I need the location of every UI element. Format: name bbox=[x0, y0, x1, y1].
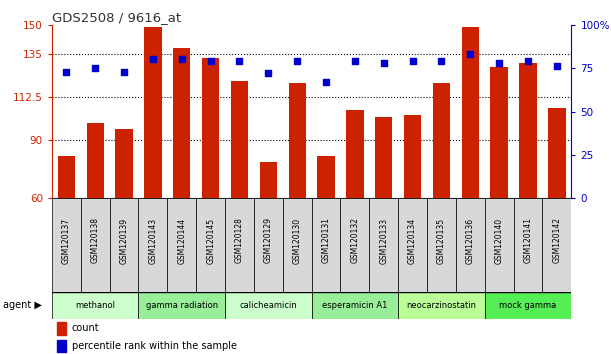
Point bbox=[177, 57, 187, 62]
Text: mock gamma: mock gamma bbox=[499, 301, 557, 310]
Text: GSM120140: GSM120140 bbox=[495, 217, 503, 263]
Point bbox=[263, 70, 273, 76]
Bar bbox=[254, 198, 283, 292]
Bar bbox=[485, 198, 514, 292]
Bar bbox=[109, 198, 139, 292]
Text: methanol: methanol bbox=[75, 301, 115, 310]
Point bbox=[494, 60, 504, 66]
Text: agent ▶: agent ▶ bbox=[3, 300, 42, 310]
Bar bbox=[202, 58, 219, 198]
Point bbox=[350, 58, 360, 64]
Bar bbox=[346, 110, 364, 198]
Text: esperamicin A1: esperamicin A1 bbox=[322, 301, 387, 310]
Bar bbox=[260, 162, 277, 198]
Bar bbox=[225, 292, 312, 319]
Point bbox=[523, 58, 533, 64]
Point bbox=[321, 79, 331, 85]
Text: GSM120137: GSM120137 bbox=[62, 217, 71, 263]
Text: percentile rank within the sample: percentile rank within the sample bbox=[71, 341, 236, 351]
Point bbox=[90, 65, 100, 71]
Bar bbox=[491, 67, 508, 198]
Bar bbox=[369, 198, 398, 292]
Point bbox=[206, 58, 216, 64]
Bar bbox=[485, 292, 571, 319]
Point bbox=[62, 69, 71, 74]
Bar bbox=[514, 198, 543, 292]
Bar bbox=[288, 82, 306, 198]
Bar bbox=[543, 198, 571, 292]
Text: gamma radiation: gamma radiation bbox=[145, 301, 218, 310]
Bar bbox=[231, 81, 248, 198]
Point bbox=[552, 64, 562, 69]
Bar bbox=[456, 198, 485, 292]
Text: GDS2508 / 9616_at: GDS2508 / 9616_at bbox=[52, 11, 181, 24]
Text: GSM120132: GSM120132 bbox=[350, 217, 359, 263]
Text: GSM120133: GSM120133 bbox=[379, 217, 388, 263]
Bar bbox=[87, 123, 104, 198]
Point bbox=[466, 51, 475, 57]
Bar bbox=[462, 27, 479, 198]
Point bbox=[408, 58, 417, 64]
Text: count: count bbox=[71, 323, 100, 333]
Text: GSM120145: GSM120145 bbox=[206, 217, 215, 263]
Bar bbox=[404, 115, 421, 198]
Bar bbox=[312, 292, 398, 319]
Bar bbox=[57, 322, 67, 335]
Text: calicheamicin: calicheamicin bbox=[240, 301, 297, 310]
Text: GSM120131: GSM120131 bbox=[321, 217, 331, 263]
Text: GSM120135: GSM120135 bbox=[437, 217, 446, 263]
Text: GSM120139: GSM120139 bbox=[120, 217, 128, 263]
Bar bbox=[57, 340, 67, 352]
Text: neocarzinostatin: neocarzinostatin bbox=[406, 301, 477, 310]
Point bbox=[292, 58, 302, 64]
Bar bbox=[519, 63, 536, 198]
Bar bbox=[340, 198, 369, 292]
Bar bbox=[144, 27, 161, 198]
Bar bbox=[167, 198, 196, 292]
Bar bbox=[283, 198, 312, 292]
Bar bbox=[317, 156, 335, 198]
Bar bbox=[312, 198, 340, 292]
Bar bbox=[115, 129, 133, 198]
Bar bbox=[196, 198, 225, 292]
Bar bbox=[81, 198, 109, 292]
Bar bbox=[52, 292, 139, 319]
Text: GSM120134: GSM120134 bbox=[408, 217, 417, 263]
Text: GSM120128: GSM120128 bbox=[235, 217, 244, 263]
Text: GSM120130: GSM120130 bbox=[293, 217, 302, 263]
Text: GSM120129: GSM120129 bbox=[264, 217, 273, 263]
Bar bbox=[427, 198, 456, 292]
Bar bbox=[57, 156, 75, 198]
Point bbox=[437, 58, 447, 64]
Text: GSM120136: GSM120136 bbox=[466, 217, 475, 263]
Text: GSM120143: GSM120143 bbox=[148, 217, 158, 263]
Point bbox=[235, 58, 244, 64]
Bar bbox=[398, 292, 485, 319]
Bar bbox=[398, 198, 427, 292]
Bar bbox=[52, 198, 81, 292]
Bar bbox=[139, 198, 167, 292]
Point bbox=[379, 60, 389, 66]
Text: GSM120144: GSM120144 bbox=[177, 217, 186, 263]
Bar bbox=[173, 48, 191, 198]
Bar bbox=[139, 292, 225, 319]
Text: GSM120142: GSM120142 bbox=[552, 217, 562, 263]
Point bbox=[148, 57, 158, 62]
Bar bbox=[225, 198, 254, 292]
Text: GSM120141: GSM120141 bbox=[524, 217, 533, 263]
Bar bbox=[548, 108, 566, 198]
Bar bbox=[433, 82, 450, 198]
Bar bbox=[375, 117, 392, 198]
Point bbox=[119, 69, 129, 74]
Text: GSM120138: GSM120138 bbox=[90, 217, 100, 263]
